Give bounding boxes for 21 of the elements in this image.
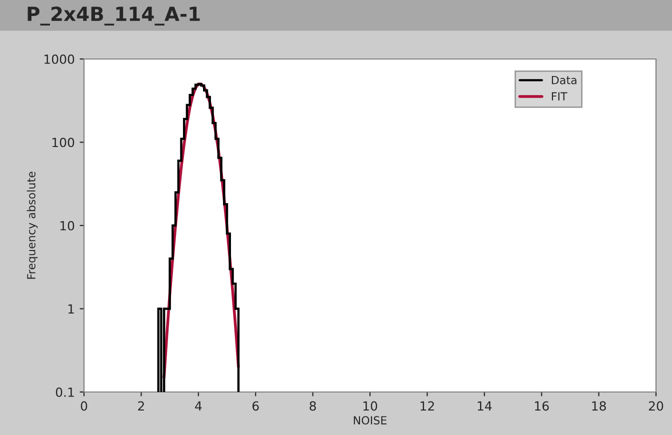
y-tick-label: 0.1 [56,387,74,397]
x-tick-label: 2 [138,401,144,411]
y-tick-label: 1 [68,304,74,314]
x-tick-label: 4 [195,401,202,411]
y-tick-label: 1000 [44,54,74,64]
chart-title: P_2x4B_114_A-1 [28,6,200,26]
x-axis-title: NOISE [354,416,386,425]
x-tick-label: 0 [80,401,88,411]
x-tick-label: 18 [592,401,606,411]
y-tick-label: 100 [52,138,74,148]
legend-label: FIT [552,92,568,100]
legend-label: Data [552,76,576,84]
x-tick-label: 10 [363,401,378,411]
x-tick-label: 14 [478,401,492,411]
x-tick-label: 16 [535,401,549,411]
y-axis-title: Frequency absolute [26,172,38,279]
x-tick-label: 12 [420,401,434,411]
x-tick-label: 8 [310,401,316,411]
y-tick-label: 10 [60,220,74,230]
x-tick-label: 6 [252,401,259,411]
x-tick-label: 20 [648,401,664,411]
